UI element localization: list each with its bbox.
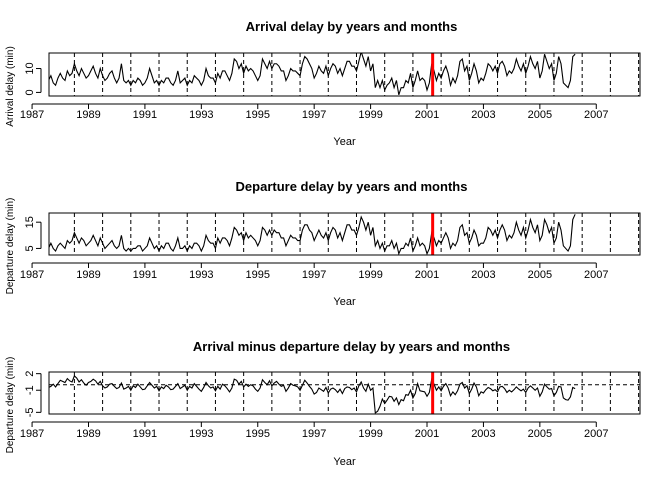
x-tick-label: 1995 xyxy=(246,109,270,121)
x-tick-label: 1997 xyxy=(302,109,326,121)
y-tick-label: -1 xyxy=(24,385,36,395)
y-axis-label: Departure delay (min) xyxy=(5,198,16,295)
x-tick-label: 1993 xyxy=(189,269,213,281)
x-tick-label: 1989 xyxy=(76,109,100,121)
chart-title: Arrival delay by years and months xyxy=(246,19,458,34)
x-tick-label: 1991 xyxy=(133,269,157,281)
x-tick-label: 1991 xyxy=(133,428,157,440)
chart-panel-3: Arrival minus departure delay by years a… xyxy=(5,339,641,468)
x-tick-label: 1997 xyxy=(302,269,326,281)
x-tick-label: 2007 xyxy=(584,269,608,281)
chart-panel-1: Arrival delay by years and months 1987 198… xyxy=(5,19,641,148)
x-tick-label: 1999 xyxy=(358,428,382,440)
x-tick-label: 2005 xyxy=(528,428,552,440)
y-axis-label: Arrival delay (min) xyxy=(5,46,16,127)
y-tick-label: 15 xyxy=(24,216,36,228)
x-tick-label: 2003 xyxy=(471,109,495,121)
x-tick-label: 2003 xyxy=(471,428,495,440)
x-tick-label: 2007 xyxy=(584,428,608,440)
y-tick-label: 0 xyxy=(24,89,36,95)
x-tick-label: 2005 xyxy=(528,109,552,121)
y-axis-label: Departure delay (min) xyxy=(5,357,16,454)
y-tick-label: -5 xyxy=(24,407,36,417)
x-tick-label: 1989 xyxy=(76,269,100,281)
plot-frame xyxy=(48,212,641,256)
chart-panel-2: Departure delay by years and months 1987 1… xyxy=(5,179,641,308)
x-tick-label: 1997 xyxy=(302,428,326,440)
x-tick-label: 1991 xyxy=(133,109,157,121)
chart-title: Departure delay by years and months xyxy=(236,179,468,194)
x-tick-label: 1993 xyxy=(189,428,213,440)
y-tick-label: 10 xyxy=(24,62,36,74)
x-tick-label: 1987 xyxy=(20,428,44,440)
x-tick-label: 1989 xyxy=(76,428,100,440)
x-axis-label: Year xyxy=(333,296,356,308)
x-tick-label: 2001 xyxy=(415,428,439,440)
y-tick-label: 5 xyxy=(24,245,36,251)
x-tick-label: 2003 xyxy=(471,269,495,281)
y-tick-label: 2 xyxy=(24,371,36,377)
x-tick-label: 1995 xyxy=(246,428,270,440)
x-tick-label: 2007 xyxy=(584,109,608,121)
series-line xyxy=(49,374,576,414)
x-tick-label: 2001 xyxy=(415,109,439,121)
plot-frame xyxy=(48,52,641,97)
series-line xyxy=(49,214,576,255)
x-axis-label: Year xyxy=(333,136,356,148)
plot-frame xyxy=(48,371,641,415)
x-tick-label: 1995 xyxy=(246,269,270,281)
x-tick-label: 1987 xyxy=(20,109,44,121)
x-tick-label: 1987 xyxy=(20,269,44,281)
chart-title: Arrival minus departure delay by years a… xyxy=(193,339,510,354)
x-tick-label: 2005 xyxy=(528,269,552,281)
x-tick-label: 1999 xyxy=(358,109,382,121)
x-tick-label: 2001 xyxy=(415,269,439,281)
x-axis-label: Year xyxy=(333,456,356,468)
series-line xyxy=(49,53,576,95)
x-tick-label: 1999 xyxy=(358,269,382,281)
x-tick-label: 1993 xyxy=(189,109,213,121)
